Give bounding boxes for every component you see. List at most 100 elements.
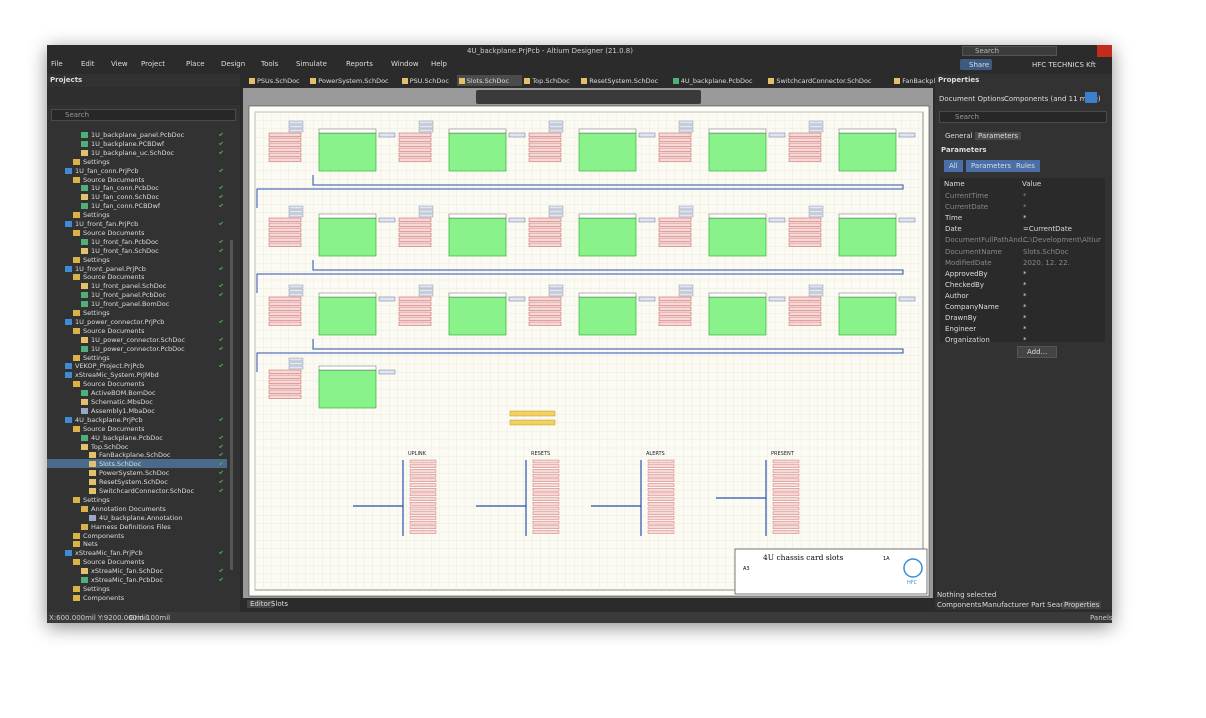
tree-item[interactable]: 1U_power_connector.PrjPcb xyxy=(75,317,165,326)
tree-item[interactable]: Components xyxy=(83,531,125,540)
tree-item[interactable]: Top.SchDoc xyxy=(91,442,129,451)
menu-item[interactable]: Simulate xyxy=(296,60,327,68)
menu-item[interactable]: View xyxy=(111,60,128,68)
editor-tab[interactable]: Slots xyxy=(271,600,289,608)
tree-item[interactable]: Source Documents xyxy=(83,228,145,237)
close-button[interactable] xyxy=(1097,45,1112,57)
tree-item[interactable]: FanBackplane.SchDoc xyxy=(99,451,171,460)
menu-item[interactable]: Window xyxy=(391,60,419,68)
tree-item[interactable]: 1U_front_fan.PrjPcb xyxy=(75,220,139,228)
tree-item[interactable]: Harness Definitions Files xyxy=(91,522,171,531)
tree-item[interactable]: xStreaMic_fan.PrjPcb xyxy=(75,549,143,558)
tree-item[interactable]: 1U_front_panel.PrjPcb xyxy=(75,264,146,273)
param-value: * xyxy=(1023,314,1027,323)
param-name: DrawnBy xyxy=(945,314,977,323)
add-button[interactable] xyxy=(1017,346,1057,358)
tree-item[interactable]: Slots.SchDoc xyxy=(99,460,142,469)
doc-tab-label[interactable]: 4U_backplane.PcbDoc xyxy=(680,77,753,85)
tree-item[interactable]: 1U_front_panel.BomDoc xyxy=(91,300,170,309)
tree-item[interactable]: 1U_fan_conn.PCBDwf xyxy=(91,202,161,211)
tree-item[interactable]: 4U_backplane.PcbDoc xyxy=(91,433,163,442)
doc-tab-label[interactable]: PSUs.SchDoc xyxy=(257,77,300,85)
tree-item[interactable]: Annotation Documents xyxy=(91,504,166,513)
tree-item[interactable]: Nets xyxy=(83,540,98,549)
tree-item[interactable]: 4U_backplane.PrjPcb xyxy=(75,415,143,424)
doc-tab-label[interactable]: Slots.SchDoc xyxy=(466,77,509,85)
tree-item[interactable]: 1U_front_panel.PcbDoc xyxy=(91,291,167,300)
tree-item[interactable]: 1U_fan_conn.PcbDoc xyxy=(91,184,159,193)
doc-tab-label[interactable]: Top.SchDoc xyxy=(532,77,570,85)
tree-item[interactable]: 1U_backplane.PCBDwf xyxy=(91,139,165,148)
doc-tab[interactable] xyxy=(456,75,523,86)
tree-item[interactable]: Settings xyxy=(83,211,110,220)
net-label xyxy=(647,502,675,506)
filter-chip[interactable]: All xyxy=(944,160,963,172)
menu-item[interactable]: Project xyxy=(141,60,165,68)
tree-item[interactable]: ResetSystem.SchDoc xyxy=(99,478,168,487)
menu-item[interactable]: Place xyxy=(186,60,205,68)
panels-button[interactable]: Panels xyxy=(1090,614,1112,622)
net-label xyxy=(409,469,437,473)
filter-chip[interactable]: Rules xyxy=(1011,160,1040,172)
tree-item[interactable]: Source Documents xyxy=(83,175,145,184)
menu-item[interactable]: Reports xyxy=(346,60,373,68)
title-text: 4U chassis card slots xyxy=(763,553,844,562)
tree-item[interactable]: Source Documents xyxy=(83,380,145,389)
tree-item[interactable]: 1U_front_fan.SchDoc xyxy=(91,246,159,255)
tree-item[interactable]: xStreaMic_System.PrjMbd xyxy=(75,371,159,380)
net-label xyxy=(409,525,437,529)
tree-item[interactable]: 1U_backplane_panel.PcbDoc xyxy=(91,131,185,139)
tree-item[interactable]: Settings xyxy=(83,495,110,504)
tree-item[interactable]: Source Documents xyxy=(83,424,145,433)
sheet-symbol xyxy=(838,217,897,257)
tree-item[interactable]: VEKOP_Project.PrjPcb xyxy=(75,362,144,371)
filter-chip[interactable]: Parameters xyxy=(966,160,1017,172)
tree-item[interactable]: 1U_fan_conn.SchDoc xyxy=(91,193,160,202)
menu-item[interactable]: Help xyxy=(431,60,447,68)
tree-item[interactable]: 1U_front_fan.PcbDoc xyxy=(91,237,159,246)
pin-label xyxy=(658,217,692,222)
doc-tab-label[interactable]: PowerSystem.SchDoc xyxy=(318,77,389,85)
window-title: 4U_backplane.PrjPcb - Altium Designer (2… xyxy=(467,47,633,55)
prop-tab[interactable]: General xyxy=(945,132,973,140)
doc-tab-label[interactable]: PSU.SchDoc xyxy=(409,77,449,85)
menu-item[interactable]: Edit xyxy=(81,60,95,68)
tree-item[interactable]: Source Documents xyxy=(83,273,145,282)
net-label xyxy=(409,520,437,525)
tree-item[interactable]: Schematic.MbsDoc xyxy=(91,398,153,406)
tree-item[interactable]: 1U_front_panel.SchDoc xyxy=(91,282,167,291)
tree-item[interactable]: 1U_power_connector.PcbDoc xyxy=(91,344,185,353)
tree-item[interactable]: Settings xyxy=(83,157,110,166)
editor-tab[interactable]: Editor xyxy=(247,600,274,608)
tree-item[interactable]: 1U_backplane_uc.SchDoc xyxy=(91,148,175,157)
filter-button[interactable] xyxy=(1085,92,1097,103)
tree-item[interactable]: xStreaMic_fan.SchDoc xyxy=(91,567,164,576)
tree-item[interactable]: Assembly1.MbaDoc xyxy=(91,406,155,415)
tree-item[interactable]: Settings xyxy=(83,255,110,264)
share-button[interactable] xyxy=(960,59,992,70)
tree-item[interactable]: Settings xyxy=(83,584,110,593)
menu-item[interactable]: Design xyxy=(221,60,246,68)
tree-item[interactable]: Settings xyxy=(83,309,110,317)
prop-tab[interactable]: Parameters xyxy=(975,132,1022,140)
tree-item[interactable]: xStreaMic_fan.PcbDoc xyxy=(91,576,163,584)
tree-item[interactable]: SwitchcardConnector.SchDoc xyxy=(99,487,195,495)
tree-item[interactable]: 1U_power_connector.SchDoc xyxy=(91,335,185,344)
bottom-tab[interactable]: Components xyxy=(937,601,982,609)
bottom-tab[interactable]: Manufacturer Part Search xyxy=(982,601,1072,609)
tree-item[interactable]: Components xyxy=(83,593,125,602)
menu-item[interactable]: Tools xyxy=(261,60,279,68)
tree-item[interactable]: 1U_fan_conn.PrjPcb xyxy=(75,166,139,175)
tree-item[interactable]: Source Documents xyxy=(83,326,145,335)
tree-item[interactable]: ActiveBOM.BomDoc xyxy=(91,389,156,398)
tree-item[interactable]: 4U_backplane.Annotation xyxy=(99,513,183,522)
bottom-tab[interactable]: Properties xyxy=(1062,601,1102,609)
tree-item[interactable]: PowerSystem.SchDoc xyxy=(99,469,170,478)
doc-tab-label[interactable]: SwitchcardConnector.SchDoc xyxy=(776,77,872,85)
pin-label xyxy=(398,227,432,232)
sheet-symbol xyxy=(448,296,507,336)
doc-tab-label[interactable]: ResetSystem.SchDoc xyxy=(589,77,659,85)
menu-item[interactable]: File xyxy=(51,60,63,68)
tree-item[interactable]: Source Documents xyxy=(83,558,145,567)
tree-item[interactable]: Settings xyxy=(83,353,110,362)
